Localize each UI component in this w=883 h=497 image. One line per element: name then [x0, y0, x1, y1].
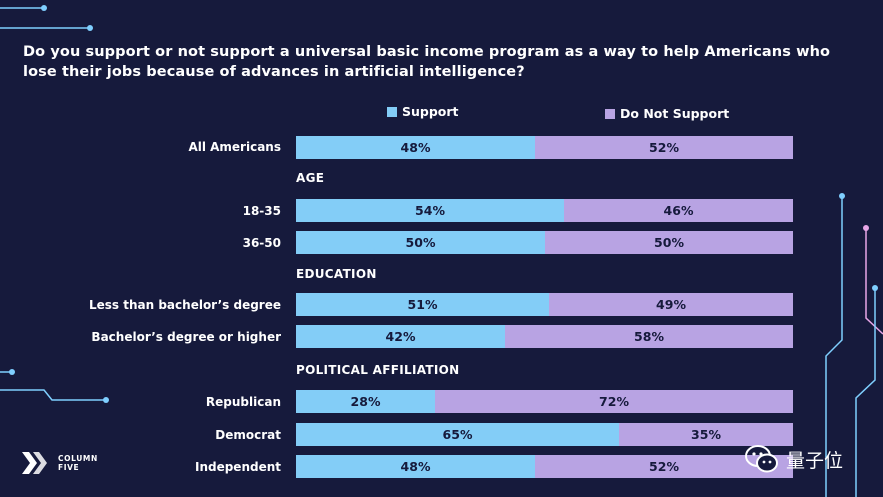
bar-support-value: 28 — [350, 394, 368, 409]
legend-support-swatch — [387, 106, 397, 117]
bar-not-support: 49% — [549, 293, 793, 316]
circuit-node — [9, 369, 15, 375]
bar-not-support-value: 52 — [649, 459, 667, 474]
logo-text: COLUMN FIVE — [58, 454, 98, 472]
column-five-logo-icon — [22, 452, 47, 474]
bar-not-support: 50% — [545, 231, 793, 254]
bar-not-support: 58% — [505, 325, 793, 348]
circuit-node — [87, 25, 93, 31]
section-header-political-affiliation: POLITICAL AFFILIATION — [296, 363, 460, 377]
bar-support: 48% — [296, 136, 535, 159]
bar-not-support: 52% — [535, 136, 793, 159]
row-label-independent: Independent — [194, 460, 281, 474]
bar-support-value: 48 — [400, 140, 418, 155]
bar-support: 51% — [296, 293, 549, 316]
bar-support-value: 42 — [385, 329, 403, 344]
bar-support: 54% — [296, 199, 564, 222]
bar-not-support-value: 52 — [649, 140, 667, 155]
bar-not-support: 72% — [435, 390, 793, 413]
bar-support: 48% — [296, 455, 535, 478]
row-label-bachelors-or-higher: Bachelor’s degree or higher — [91, 330, 281, 344]
legend-support-label: Support — [402, 104, 459, 119]
column-five-logo: COLUMN FIVE — [22, 452, 98, 474]
circuit-line — [855, 288, 876, 497]
bar-not-support-value: 35 — [691, 427, 709, 442]
circuit-node — [103, 397, 109, 403]
bar-support: 28% — [296, 390, 435, 413]
bar-support: 42% — [296, 325, 505, 348]
circuit-line — [825, 196, 843, 497]
bar-support: 65% — [296, 423, 619, 446]
logo-line-1: COLUMN — [58, 454, 98, 463]
bar-not-support: 52% — [535, 455, 793, 478]
circuit-node — [839, 193, 845, 199]
circuit-line — [865, 228, 883, 335]
circuit-node — [41, 5, 47, 11]
legend-not-support: Do Not Support — [605, 106, 729, 121]
row-label-republican: Republican — [205, 395, 281, 409]
wechat-icon — [745, 445, 778, 473]
circuit-line — [0, 389, 106, 401]
watermark: 量子位 — [744, 444, 843, 474]
bar-support: 50% — [296, 231, 545, 254]
bar-not-support-value: 72 — [599, 394, 617, 409]
bar-not-support: 46% — [564, 199, 793, 222]
bar-support-value: 54 — [415, 203, 433, 218]
bar-support-value: 65 — [442, 427, 460, 442]
bar-support-value: 51 — [407, 297, 425, 312]
watermark-text: 量子位 — [786, 449, 844, 472]
bar-support-value: 50 — [405, 235, 423, 250]
section-header-age: AGE — [296, 171, 325, 185]
chart-title: Do you support or not support a universa… — [23, 44, 831, 80]
bar-not-support-value: 50 — [654, 235, 672, 250]
row-label-18-35: 18-35 — [242, 204, 281, 218]
row-label-all-americans: All Americans — [188, 140, 281, 154]
row-label-36-50: 36-50 — [242, 236, 281, 250]
bar-not-support-value: 49 — [656, 297, 674, 312]
row-label-democrat: Democrat — [215, 428, 281, 442]
bar-not-support-value: 46 — [663, 203, 681, 218]
row-label-less-than-bachelors: Less than bachelor’s degree — [89, 298, 281, 312]
bar-not-support-value: 58 — [634, 329, 652, 344]
logo-line-2: FIVE — [58, 463, 80, 472]
section-header-education: EDUCATION — [296, 267, 377, 281]
legend-not-support-swatch — [605, 108, 615, 119]
circuit-node — [863, 225, 869, 231]
bar-not-support: 35% — [619, 423, 793, 446]
legend-not-support-label: Do Not Support — [620, 106, 730, 121]
bar-support-value: 48 — [400, 459, 418, 474]
circuit-node — [872, 285, 878, 291]
legend-support: Support — [387, 104, 459, 119]
